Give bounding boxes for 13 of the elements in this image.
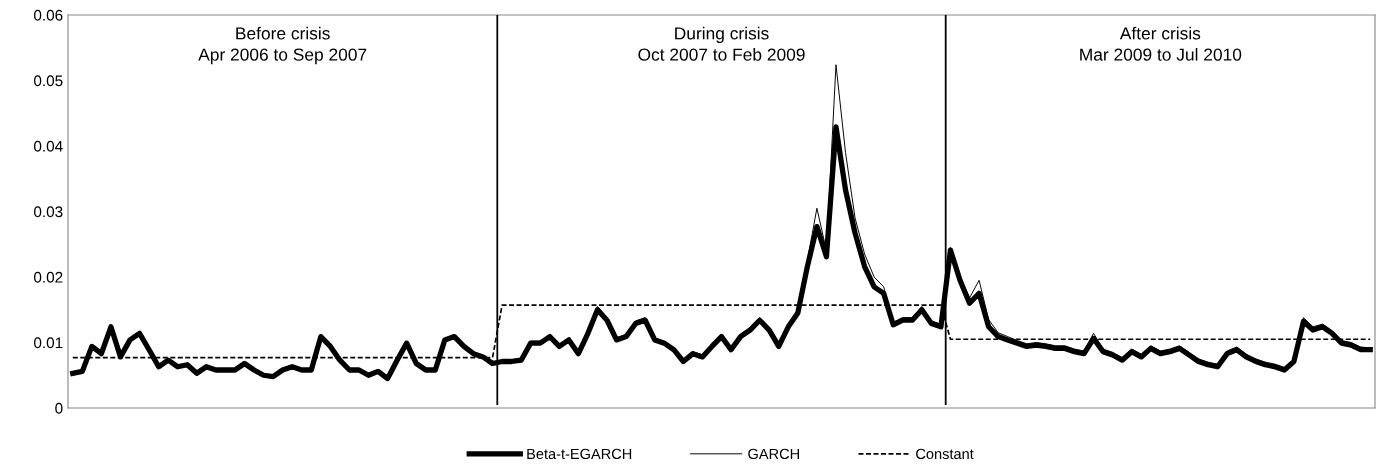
- y-tick-label: 0.04: [34, 140, 63, 152]
- y-tick-label: 0.06: [34, 9, 63, 21]
- y-tick-label: 0: [55, 402, 63, 414]
- annotation: Before crisis Apr 2006 to Sep 2007: [198, 26, 367, 65]
- y-tick-label: 0.02: [34, 271, 63, 283]
- annotation: After crisis Mar 2009 to Jul 2010: [1080, 26, 1242, 61]
- y-tick-label: 0.03: [34, 206, 63, 218]
- y-tick-label: 0.01: [34, 337, 63, 349]
- annotation: During crisis Oct 2007 to Feb 2009: [638, 26, 805, 61]
- legend-label: Constant: [916, 448, 974, 460]
- legend-label: GARCH: [748, 448, 799, 460]
- y-tick-label: 0.05: [34, 75, 63, 87]
- legend-label: Beta-t-EGARCH: [527, 448, 632, 460]
